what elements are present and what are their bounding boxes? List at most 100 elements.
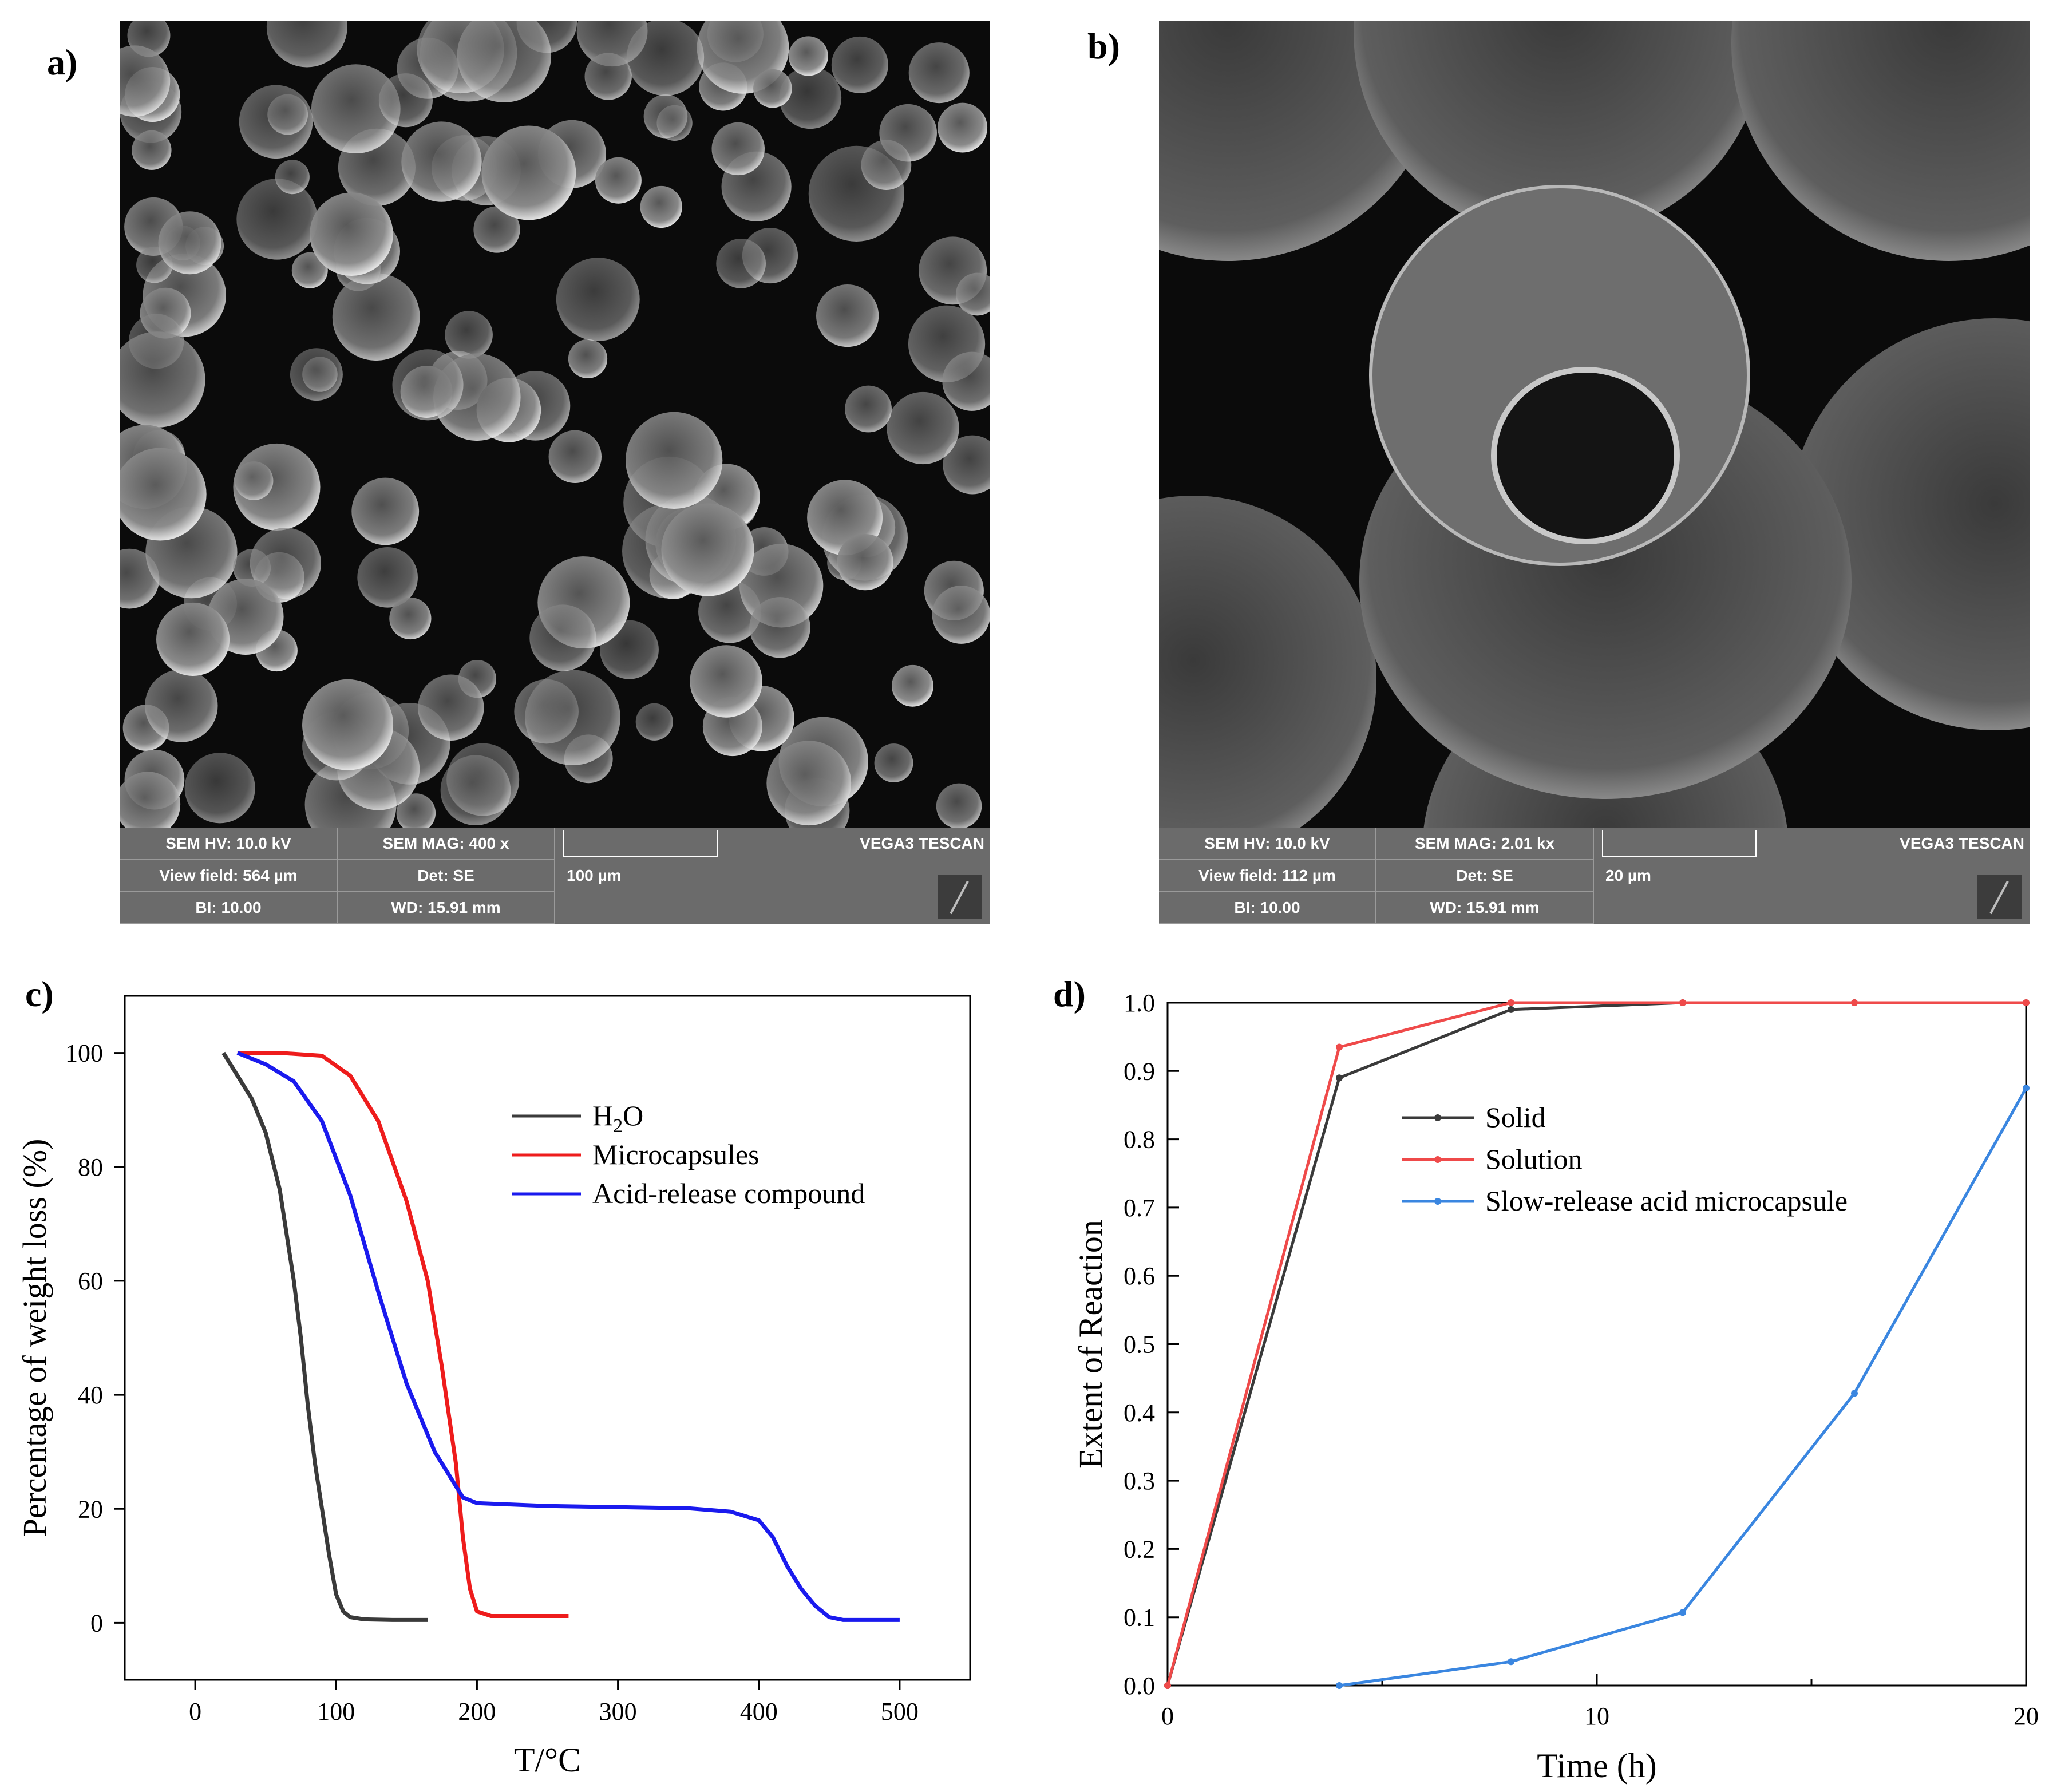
sem-info-bar: SEM HV: 10.0 kV SEM MAG: 2.01 kx View fi…: [1159, 828, 2030, 924]
series-line-0: [221, 1051, 428, 1622]
data-point: [1336, 1682, 1343, 1689]
y-tick-label: 60: [78, 1267, 103, 1295]
microcapsule-particle: [473, 206, 520, 253]
tescan-logo-icon: [938, 875, 982, 919]
panel-label-b: b): [1087, 26, 1120, 66]
sem-hv: SEM HV: 10.0 kV: [120, 828, 338, 860]
panel-label-d: d): [1053, 974, 1086, 1014]
y-tick-label: 40: [78, 1381, 103, 1409]
sem-view-field: View field: 564 µm: [120, 860, 338, 892]
capsule-opening: [1491, 367, 1680, 544]
microcapsule-particle: [956, 272, 990, 316]
microcapsule-particle: [457, 21, 552, 102]
microcapsule-particle: [396, 793, 436, 828]
microcapsule-particle: [291, 252, 328, 288]
x-tick-label: 0: [189, 1698, 201, 1726]
sem-working-distance: WD: 15.91 mm: [1376, 892, 1594, 924]
plot-frame: [1166, 1002, 2027, 1687]
panel-label-a: a): [47, 42, 78, 82]
microcapsule-particle: [132, 130, 172, 170]
microcapsule-particle: [874, 743, 913, 782]
legend-marker-0: [1434, 1114, 1441, 1121]
legend-marker-1: [1434, 1156, 1441, 1163]
legend-label-0: H2O: [592, 1099, 643, 1137]
x-tick-label: 10: [1584, 1702, 1609, 1730]
microcapsule-particle: [445, 311, 493, 359]
sem-mag: SEM MAG: 400 x: [338, 828, 555, 860]
microcapsule-particle: [716, 238, 766, 288]
microcapsule-particle: [831, 36, 888, 93]
x-tick-label: 400: [740, 1698, 778, 1726]
x-axis-label: Time (h): [1537, 1747, 1656, 1785]
y-axis-label: Percentage of weight loss (%): [16, 1139, 53, 1537]
microcapsule-particle: [837, 534, 893, 591]
microcapsule-particle: [120, 772, 181, 828]
y-tick-label: 100: [65, 1039, 103, 1067]
sem-image-a: SEM HV: 10.0 kV SEM MAG: 400 x View fiel…: [120, 21, 990, 924]
microcapsule-particle: [661, 503, 754, 596]
sem-working-distance: WD: 15.91 mm: [338, 892, 555, 924]
background-microcapsule: [1731, 21, 2030, 261]
x-tick-label: 0: [1161, 1702, 1174, 1730]
y-tick-label: 0.1: [1124, 1604, 1155, 1632]
microcapsule-particle: [556, 258, 640, 341]
x-axis-label: T/°C: [514, 1741, 581, 1779]
microcapsule-particle: [418, 674, 484, 741]
microcapsule-particle: [481, 125, 576, 220]
y-tick-label: 0: [90, 1609, 103, 1637]
microcapsule-particle: [584, 53, 632, 100]
microcapsule-particle: [908, 42, 970, 104]
x-tick-label: 300: [599, 1698, 637, 1726]
data-point: [1164, 1682, 1171, 1689]
background-microcapsule: [1354, 21, 1766, 238]
microcapsule-particle: [311, 64, 401, 153]
broken-microcapsule-image: [1159, 21, 2030, 828]
background-microcapsule: [1159, 496, 1376, 828]
panel-label-c: c): [25, 974, 54, 1014]
microcapsule-particle: [936, 783, 982, 828]
background-microcapsule: [1789, 318, 2030, 730]
microcapsule-particle: [234, 461, 274, 500]
microcapsule-particle: [357, 547, 418, 608]
microcapsule-particle: [766, 741, 852, 826]
plot-frame: [124, 995, 971, 1681]
data-point: [1508, 1658, 1514, 1666]
legend-marker-2: [1434, 1198, 1441, 1205]
scale-bar-label: 100 µm: [567, 867, 622, 884]
tescan-logo-icon: [1977, 875, 2022, 919]
microcapsule-particles-image: [120, 21, 990, 828]
data-point: [1336, 1043, 1343, 1051]
microcapsule-particle: [275, 160, 310, 195]
y-tick-label: 1.0: [1124, 989, 1155, 1017]
x-tick-label: 200: [458, 1698, 496, 1726]
legend-label-1: Microcapsules: [592, 1138, 760, 1170]
microcapsule-particle: [392, 349, 464, 421]
data-point: [1508, 999, 1514, 1006]
data-point: [1851, 1390, 1858, 1397]
microcapsule-particle: [892, 664, 933, 707]
microcapsule-particle: [779, 66, 842, 129]
legend-label-2: Acid-release compound: [592, 1177, 865, 1209]
microcapsule-particle: [266, 21, 347, 68]
microcapsule-particle: [267, 94, 308, 135]
microcapsule-particle: [627, 21, 705, 96]
microcapsule-particle: [389, 597, 432, 640]
data-point: [2023, 1085, 2030, 1092]
data-point: [2023, 999, 2030, 1006]
microcapsule-particle: [145, 669, 218, 742]
microcapsule-particle: [250, 528, 321, 599]
microcapsule-particle: [938, 102, 988, 153]
microcapsule-particle: [525, 670, 620, 766]
data-point: [1508, 1006, 1514, 1013]
series-line-2: [236, 1051, 900, 1622]
microcapsule-particle: [378, 73, 433, 128]
y-tick-label: 0.9: [1124, 1057, 1155, 1085]
microcapsule-particle: [749, 597, 810, 658]
microcapsule-particle: [595, 157, 642, 204]
data-point: [1679, 1609, 1686, 1616]
sem-detector: Det: SE: [338, 860, 555, 892]
microcapsule-particle: [788, 36, 828, 76]
microcapsule-particle: [942, 351, 990, 411]
